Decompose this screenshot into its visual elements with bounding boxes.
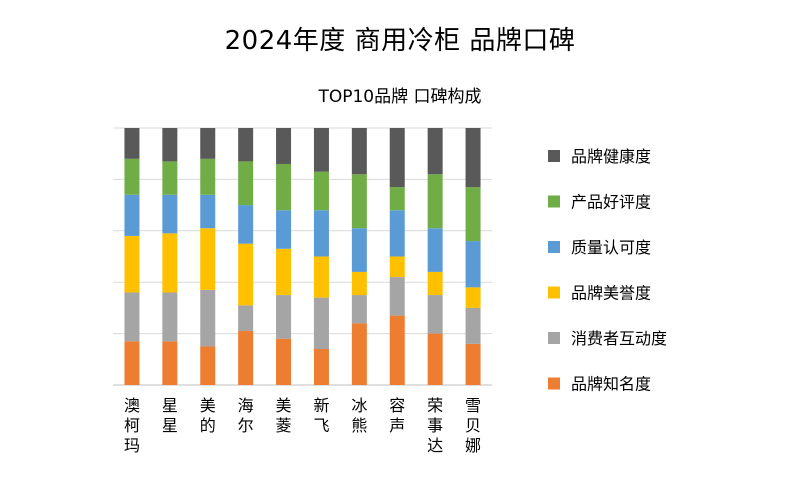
bar-segment-澳柯玛-品牌美誉度 (124, 235, 140, 293)
bar-segment-海尔-产品好评度 (238, 161, 254, 206)
category-label: 飞 (313, 416, 329, 435)
legend-swatch (548, 150, 560, 162)
bar-segment-美的-质量认可度 (200, 194, 216, 229)
bar-segment-星星-产品好评度 (162, 161, 178, 195)
bar-segment-雪贝娜-品牌知名度 (465, 343, 481, 385)
category-label: 美 (276, 396, 292, 415)
bar-segment-容声-品牌美誉度 (389, 256, 405, 278)
bar-segment-雪贝娜-产品好评度 (465, 187, 481, 242)
legend-label: 质量认可度 (571, 238, 651, 257)
legend-label: 品牌美誉度 (571, 284, 651, 303)
bar-segment-荣事达-品牌美誉度 (427, 271, 443, 296)
bar-segment-澳柯玛-质量认可度 (124, 194, 140, 236)
category-label: 柯 (124, 416, 140, 435)
category-label: 的 (200, 416, 216, 435)
bar-segment-澳柯玛-消费者互动度 (124, 292, 140, 342)
category-label: 澳 (124, 396, 140, 415)
bar-segment-雪贝娜-品牌美誉度 (465, 287, 481, 308)
bar-segment-雪贝娜-消费者互动度 (465, 307, 481, 344)
bar-segment-新飞-质量认可度 (313, 210, 329, 257)
bar-segment-新飞-品牌健康度 (313, 128, 329, 172)
bar-segment-冰熊-质量认可度 (351, 228, 367, 272)
legend-label: 品牌知名度 (571, 375, 651, 394)
chart-subtitle: TOP10品牌 口碑构成 (318, 87, 482, 107)
bar-segment-海尔-品牌健康度 (238, 128, 254, 162)
bar-segment-容声-质量认可度 (389, 210, 405, 257)
bar-segment-美菱-品牌健康度 (276, 128, 292, 164)
bar-segment-冰熊-产品好评度 (351, 174, 367, 229)
legend-swatch (548, 195, 560, 208)
bar-segment-冰熊-品牌美誉度 (351, 271, 367, 296)
bar-segment-海尔-品牌知名度 (238, 331, 254, 385)
bar-segment-星星-品牌美誉度 (162, 233, 178, 293)
bar-segment-容声-消费者互动度 (389, 277, 405, 316)
category-label: 娜 (465, 436, 481, 455)
bar-segment-美的-品牌健康度 (200, 128, 216, 159)
category-label: 容 (389, 396, 405, 415)
legend-label: 消费者互动度 (571, 329, 667, 348)
category-label: 海 (238, 396, 254, 415)
bar-segment-美的-产品好评度 (200, 158, 216, 195)
legend-swatch (548, 377, 560, 390)
bar-segment-星星-品牌健康度 (162, 128, 178, 162)
bar-segment-容声-品牌健康度 (389, 128, 405, 188)
category-label: 玛 (124, 436, 140, 455)
category-label: 贝 (465, 416, 481, 435)
bar-segment-荣事达-消费者互动度 (427, 295, 443, 334)
category-label: 新 (313, 396, 329, 415)
bar-segment-新飞-品牌美誉度 (313, 256, 329, 298)
category-label: 菱 (276, 416, 292, 435)
bar-segment-冰熊-消费者互动度 (351, 295, 367, 324)
bar-segment-冰熊-品牌知名度 (351, 323, 367, 385)
bar-segment-美的-品牌知名度 (200, 346, 216, 385)
bar-segment-荣事达-品牌知名度 (427, 333, 443, 385)
legend-swatch (548, 241, 560, 253)
bar-segment-美菱-品牌知名度 (276, 338, 292, 385)
legend-swatch (548, 286, 560, 299)
bar-segment-星星-品牌知名度 (162, 341, 178, 385)
bar-segment-新飞-消费者互动度 (313, 297, 329, 350)
bar-segment-美菱-产品好评度 (276, 163, 292, 211)
bar-segment-雪贝娜-质量认可度 (465, 241, 481, 288)
category-label: 声 (389, 416, 405, 435)
bar-segment-美菱-质量认可度 (276, 210, 292, 249)
bar-segment-容声-产品好评度 (389, 187, 405, 211)
bar-segment-海尔-品牌美誉度 (238, 243, 254, 306)
category-label: 熊 (351, 416, 367, 435)
bar-segment-星星-质量认可度 (162, 194, 178, 234)
bar-segment-澳柯玛-产品好评度 (124, 158, 140, 195)
category-label: 星 (162, 396, 178, 415)
category-label: 冰 (351, 396, 367, 415)
category-label: 尔 (238, 416, 254, 435)
bar-segment-美菱-消费者互动度 (276, 295, 292, 339)
bar-segment-荣事达-产品好评度 (427, 174, 443, 229)
category-label: 美 (200, 396, 216, 415)
chart-title: 2024年度 商用冷柜 品牌口碑 (224, 26, 576, 56)
category-label: 星 (162, 416, 178, 435)
bar-segment-星星-消费者互动度 (162, 292, 178, 342)
legend-swatch (548, 332, 560, 344)
bar-segment-雪贝娜-品牌健康度 (465, 128, 481, 188)
bar-segment-荣事达-质量认可度 (427, 228, 443, 272)
bar-segment-海尔-消费者互动度 (238, 305, 254, 332)
category-label: 荣 (427, 396, 443, 415)
category-label: 雪 (465, 396, 481, 415)
bar-segment-容声-品牌知名度 (389, 315, 405, 385)
bar-segment-澳柯玛-品牌健康度 (124, 128, 140, 159)
bar-segment-澳柯玛-品牌知名度 (124, 341, 140, 385)
legend-label: 产品好评度 (571, 193, 651, 212)
bar-segment-美菱-品牌美誉度 (276, 248, 292, 296)
bar-segment-美的-品牌美誉度 (200, 228, 216, 290)
category-label: 达 (427, 436, 443, 455)
bar-segment-美的-消费者互动度 (200, 289, 216, 347)
bar-segment-荣事达-品牌健康度 (427, 128, 443, 175)
bar-segment-冰熊-品牌健康度 (351, 128, 367, 175)
bar-segment-海尔-质量认可度 (238, 205, 254, 244)
legend-label: 品牌健康度 (571, 147, 651, 166)
category-label: 事 (427, 416, 443, 435)
bar-segment-新飞-品牌知名度 (313, 349, 329, 385)
bar-segment-新飞-产品好评度 (313, 171, 329, 211)
